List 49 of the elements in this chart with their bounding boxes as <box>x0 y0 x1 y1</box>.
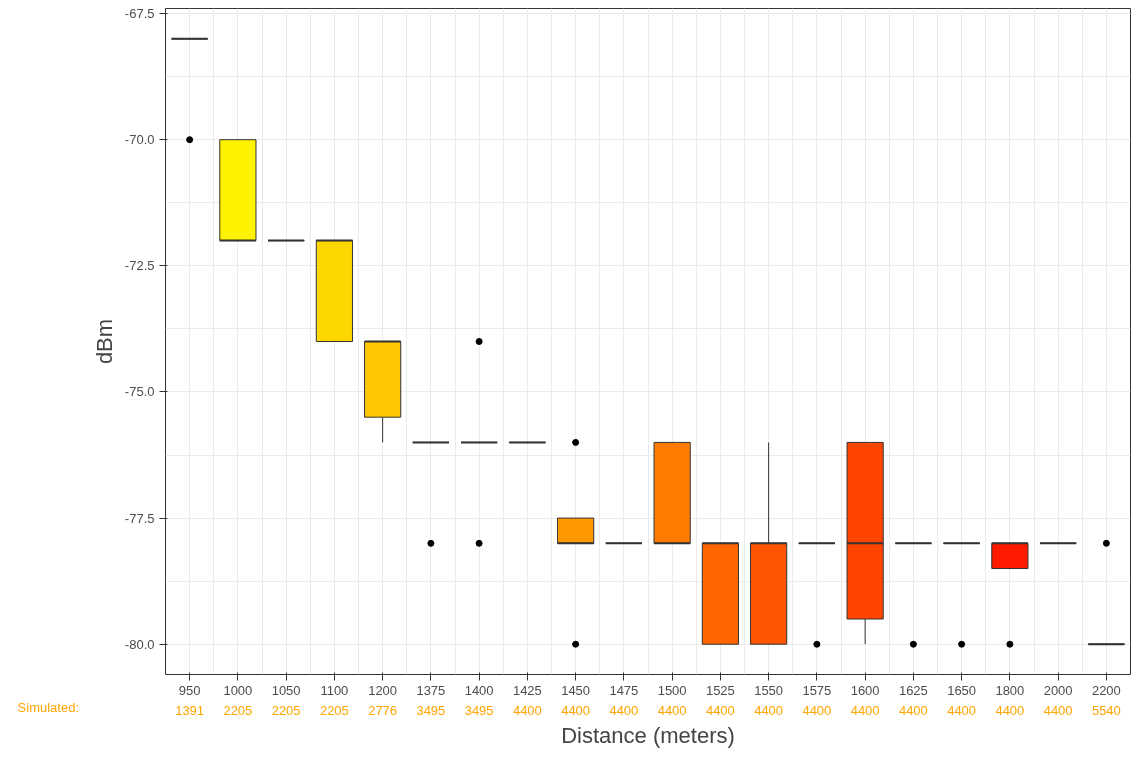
text: 4400 <box>995 702 1025 718</box>
text: 2776 <box>368 702 398 718</box>
text: 4400 <box>802 702 832 718</box>
text: 4400 <box>1043 702 1073 718</box>
y-tick-label: -70.0 <box>124 132 155 148</box>
text: 4400 <box>657 702 687 718</box>
x-tick-label: 1400 <box>464 682 494 698</box>
x-tick-label: 1575 <box>802 682 832 698</box>
text: 4400 <box>609 702 639 718</box>
text: 1391 <box>175 702 205 718</box>
x-tick-label: 1525 <box>705 682 735 698</box>
x-tick-label: 2200 <box>1091 682 1121 698</box>
x-tick-label: 1450 <box>561 682 591 698</box>
x-tick-label: 1375 <box>416 682 446 698</box>
x-tick-label: 1550 <box>754 682 784 698</box>
x-tick-label: 1475 <box>609 682 639 698</box>
text: 4400 <box>512 702 542 718</box>
text: 3495 <box>416 702 446 718</box>
y-tick-label: -72.5 <box>124 258 155 274</box>
text: 4400 <box>561 702 591 718</box>
x-tick-label: 1800 <box>995 682 1025 698</box>
text: 4400 <box>947 702 977 718</box>
text: 2205 <box>223 702 253 718</box>
x-tick-label: 1000 <box>223 682 253 698</box>
x-tick-label: 2000 <box>1043 682 1073 698</box>
y-tick-label: -80.0 <box>124 636 155 652</box>
text: Simulated: <box>17 699 79 717</box>
x-tick-label: 1600 <box>850 682 880 698</box>
y-tick-label: -77.5 <box>124 510 155 526</box>
x-tick-label: 1200 <box>368 682 398 698</box>
y-axis-title: dBm <box>91 318 117 365</box>
text: 5540 <box>1091 702 1121 718</box>
x-tick-label: 1100 <box>320 682 349 698</box>
y-tick-label: -75.0 <box>124 384 155 400</box>
text: 4400 <box>705 702 735 718</box>
x-tick-label: 1625 <box>898 682 928 698</box>
x-tick-label: 1500 <box>657 682 687 698</box>
text: 4400 <box>850 702 880 718</box>
y-tick-label: -67.5 <box>124 6 155 22</box>
text: 2205 <box>319 702 349 718</box>
x-tick-label: 950 <box>178 682 201 698</box>
text: 3495 <box>464 702 494 718</box>
text: 4400 <box>898 702 928 718</box>
x-tick-label: 1650 <box>947 682 977 698</box>
x-tick-label: 1425 <box>512 682 542 698</box>
x-tick-label: 1050 <box>271 682 301 698</box>
text: 4400 <box>754 702 784 718</box>
text: 2205 <box>271 702 301 718</box>
x-axis-title: Distance (meters) <box>561 722 735 748</box>
